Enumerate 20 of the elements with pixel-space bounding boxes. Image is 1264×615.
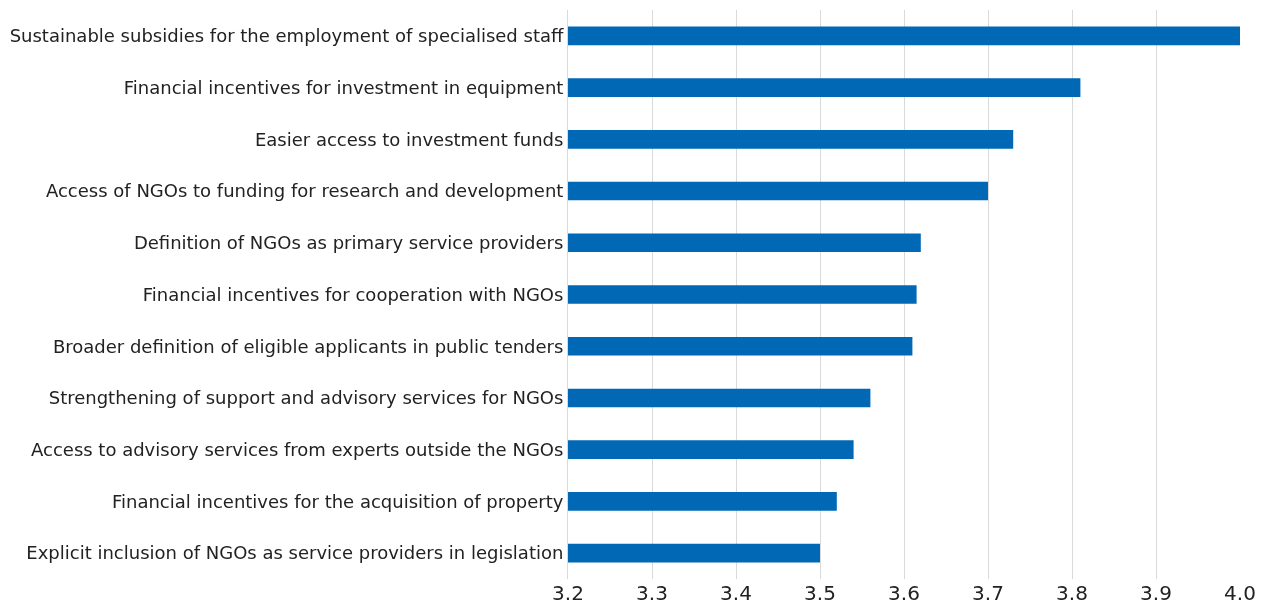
x-tick-label: 3.3 [636,581,668,605]
y-tick-label: Financial incentives for cooperation with NGOs [142,283,564,305]
y-tick-label: Strengthening of support and advisory services for NGOs [48,387,564,409]
x-tick-label: 3.2 [552,581,584,605]
y-tick-label: Broader definition of eligible applicants in public tenders [52,335,564,357]
y-tick-label: Explicit inclusion of NGOs as service providers in legislation [26,542,564,564]
y-tick-label: Definition of NGOs as primary service providers [133,232,564,254]
x-tick-label: 3.4 [720,581,752,605]
y-tick-label: Access to advisory services from experts outside the NGOs [31,438,564,460]
x-tick-label: 3.9 [1140,581,1172,605]
y-tick-label: Sustainable subsidies for the employment of specialised staff [9,25,564,47]
y-tick-label: Easier access to investment funds [254,128,564,150]
y-tick-label: Financial incentives for investment in equipment [123,76,564,98]
y-tick-label: Financial incentives for the acquisition of property [111,490,564,512]
x-tick-label: 3.6 [888,581,920,605]
x-tick-label: 3.5 [804,581,836,605]
x-tick-label: 4.0 [1224,581,1256,605]
y-tick-label: Access of NGOs to funding for research and development [45,180,564,202]
x-tick-label: 3.8 [1056,581,1088,605]
x-tick-label: 3.7 [972,581,1004,605]
